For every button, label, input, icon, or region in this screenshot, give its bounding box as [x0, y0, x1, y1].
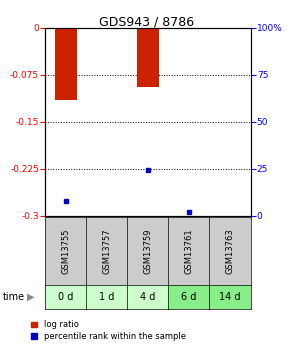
Text: GSM13763: GSM13763	[226, 228, 234, 274]
Text: time: time	[3, 292, 25, 302]
Text: GDS943 / 8786: GDS943 / 8786	[99, 16, 194, 29]
Text: 1 d: 1 d	[99, 292, 115, 302]
Text: 4 d: 4 d	[140, 292, 156, 302]
Bar	[137, 28, 159, 87]
Text: 0 d: 0 d	[58, 292, 74, 302]
Text: GSM13759: GSM13759	[144, 228, 152, 274]
Text: GSM13761: GSM13761	[185, 228, 193, 274]
Bar	[54, 28, 77, 100]
Text: 14 d: 14 d	[219, 292, 241, 302]
Text: 6 d: 6 d	[181, 292, 197, 302]
Legend: log ratio, percentile rank within the sample: log ratio, percentile rank within the sa…	[30, 321, 186, 341]
Text: ▶: ▶	[27, 292, 35, 302]
Text: GSM13757: GSM13757	[103, 228, 111, 274]
Text: GSM13755: GSM13755	[62, 228, 70, 274]
